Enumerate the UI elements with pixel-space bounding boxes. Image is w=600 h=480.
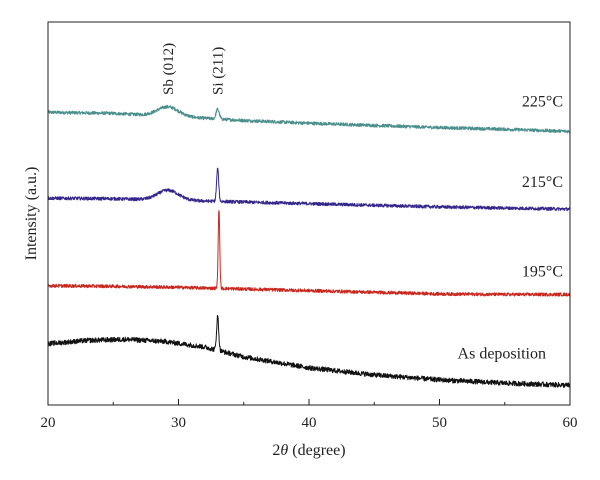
series-lines bbox=[47, 104, 571, 388]
series-label: As deposition bbox=[458, 345, 546, 362]
x-tick-label: 60 bbox=[563, 415, 578, 431]
series-line-0 bbox=[47, 104, 571, 134]
x-tick-label: 50 bbox=[432, 415, 447, 431]
x-tick-label: 30 bbox=[171, 415, 186, 431]
peak-annotation: Si (211) bbox=[211, 47, 227, 95]
series-label: 195°C bbox=[522, 263, 563, 280]
series-line-3 bbox=[47, 314, 571, 388]
series-labels: 225°C 215°C 195°C As deposition bbox=[458, 93, 563, 362]
x-tick-label: 20 bbox=[41, 415, 56, 431]
series-label: 215°C bbox=[522, 174, 563, 191]
series-line-1 bbox=[47, 167, 571, 212]
series-line-2 bbox=[47, 210, 571, 297]
x-axis-ticks: 20 30 40 50 60 bbox=[41, 399, 578, 431]
x-axis-title: 2θ (degree) bbox=[272, 442, 345, 459]
x-tick-label: 40 bbox=[302, 415, 317, 431]
y-axis-title: Intensity (a.u.) bbox=[23, 167, 40, 261]
peak-annotations: Sb (012) Si (211) bbox=[161, 43, 227, 95]
series-label: 225°C bbox=[522, 93, 563, 110]
peak-annotation: Sb (012) bbox=[161, 43, 177, 95]
